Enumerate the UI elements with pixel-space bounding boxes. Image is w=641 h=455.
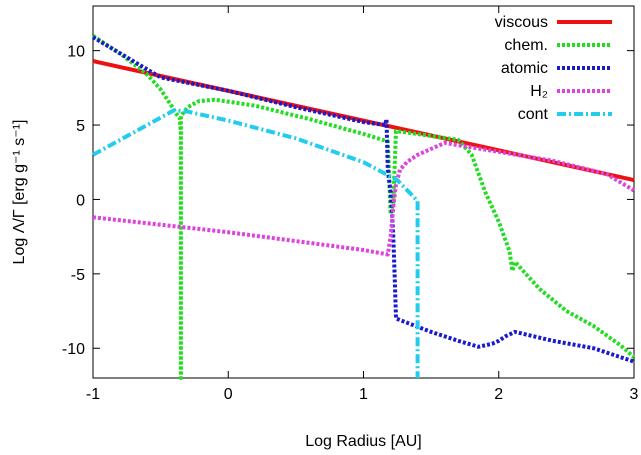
x-tick-label: 2 (494, 386, 503, 403)
legend-label: chem. (504, 37, 548, 54)
legend: viscous chem. atomic H₂ cont (495, 14, 612, 123)
y-tick-label: 5 (76, 118, 85, 135)
x-tick-label: 3 (630, 386, 639, 403)
plot-frame (92, 5, 635, 379)
legend-label: cont (518, 106, 549, 123)
legend-label: viscous (495, 14, 548, 31)
x-axis-label: Log Radius [AU] (305, 433, 422, 450)
y-tick-label: 0 (76, 192, 85, 209)
x-tick-label: 1 (359, 386, 368, 403)
series-line (92, 140, 636, 257)
plot-border (92, 5, 635, 379)
series-line (92, 108, 420, 378)
x-tick-label: 0 (224, 386, 233, 403)
legend-label: atomic (501, 60, 548, 77)
y-axis-label: Log Λ/Γ [erg g⁻¹ s⁻¹] (11, 120, 28, 265)
y-tick-label: 10 (67, 44, 85, 61)
x-tick-label: -1 (86, 386, 100, 403)
legend-label: H₂ (530, 83, 548, 100)
series-line (91, 34, 636, 380)
y-tick-label: -10 (62, 341, 85, 358)
y-tick-label: -5 (71, 267, 85, 284)
series-layer (91, 34, 636, 380)
series-line (91, 35, 635, 364)
